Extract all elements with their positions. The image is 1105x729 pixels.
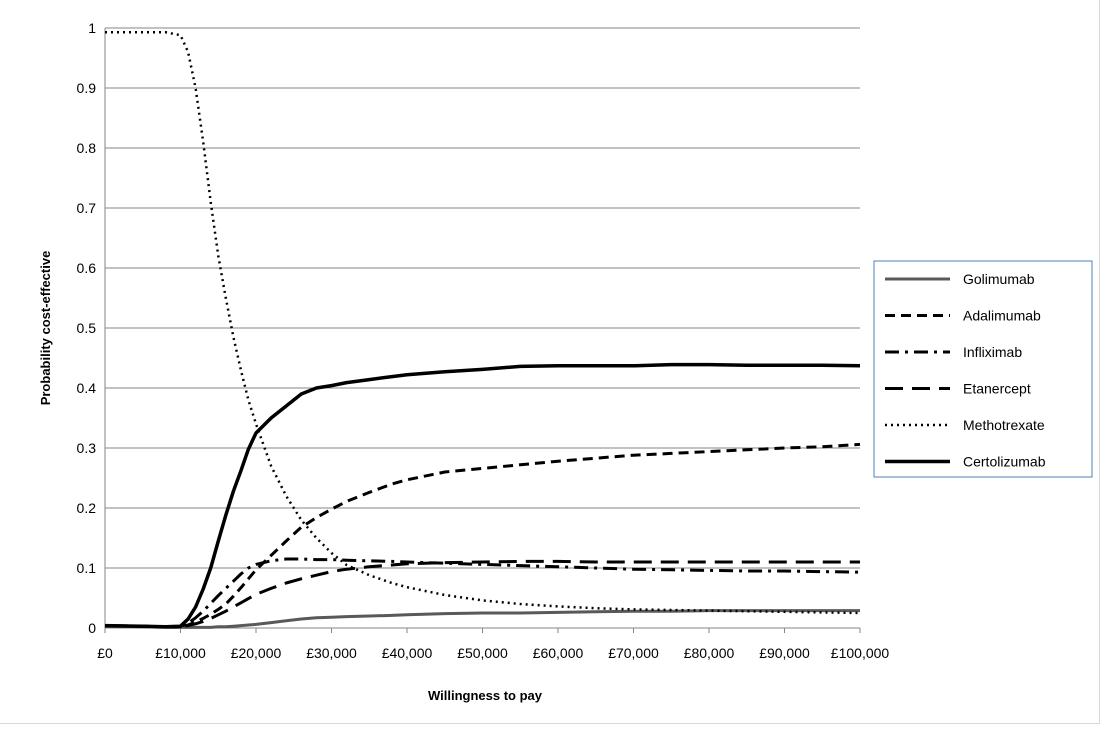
series-line-certolizumab: [104, 362, 861, 629]
series-line-etanercept: [104, 559, 860, 629]
y-axis-title: Probability cost-effective: [38, 251, 53, 406]
series-lines: [104, 30, 861, 629]
x-tick-label: £90,000: [759, 645, 810, 661]
x-tick-label: £80,000: [684, 645, 735, 661]
legend-label-golimumab: Golimumab: [963, 271, 1035, 287]
x-axis-title: Willingness to pay: [428, 688, 543, 703]
y-tick-label: 0.2: [77, 500, 97, 516]
y-tick-label: 0.8: [77, 140, 97, 156]
y-tick-label: 0.1: [77, 560, 97, 576]
legend-box: [873, 260, 1093, 478]
x-tick-label: £50,000: [457, 645, 508, 661]
series-line-infliximab: [104, 557, 861, 629]
x-tick-label: £60,000: [533, 645, 584, 661]
legend-label-methotrexate: Methotrexate: [963, 417, 1045, 433]
legend-label-infliximab: Infliximab: [963, 344, 1022, 360]
legend-items: Golimumab Adalimumab Infliximab Etanercept M…: [885, 271, 1046, 470]
y-tick-label: 1: [88, 20, 96, 36]
y-tick-label: 0.6: [77, 260, 97, 276]
x-tick-label: £20,000: [231, 645, 282, 661]
legend-label-etanercept: Etanercept: [963, 381, 1031, 397]
y-tick-labels: 0 0.1 0.2 0.3 0.4 0.5 0.6 0.7 0.8 0.9 1: [77, 20, 97, 636]
x-tick-label: £0: [97, 645, 113, 661]
y-tick-label: 0.5: [77, 320, 97, 336]
y-tick-label: 0.4: [77, 380, 97, 396]
x-tick-label: £40,000: [382, 645, 433, 661]
x-tick-labels: £0 £10,000 £20,000 £30,000 £40,000 £50,000 £60…: [97, 645, 889, 661]
legend-label-adalimumab: Adalimumab: [963, 308, 1041, 324]
x-tick-label: £30,000: [306, 645, 357, 661]
legend-label-certolizumab: Certolizumab: [963, 454, 1046, 470]
y-tick-label: 0.3: [77, 440, 97, 456]
y-tick-label: 0.7: [77, 200, 97, 216]
x-tick-label: £70,000: [608, 645, 659, 661]
gridlines: [105, 27, 860, 569]
legend: Golimumab Adalimumab Infliximab Etanercept M…: [873, 260, 1093, 478]
x-tick-label: £10,000: [155, 645, 206, 661]
series-line-golimumab: [104, 609, 860, 629]
series-line-methotrexate: [105, 30, 861, 615]
x-tick-label: £100,000: [831, 645, 890, 661]
series-line-adalimumab: [104, 442, 861, 629]
y-tick-label: 0.9: [77, 80, 97, 96]
y-tick-label: 0: [88, 620, 96, 636]
